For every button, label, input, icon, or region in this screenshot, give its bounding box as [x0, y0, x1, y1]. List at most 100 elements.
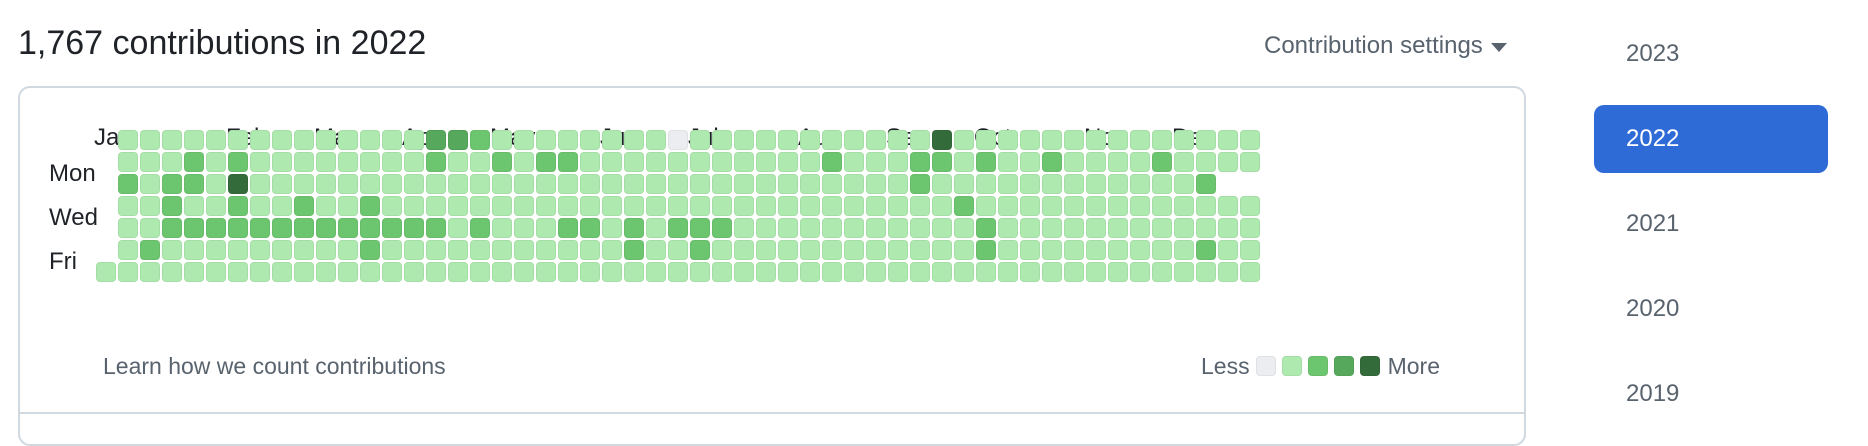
contribution-day-cell[interactable] — [1196, 262, 1216, 282]
contribution-day-cell[interactable] — [580, 262, 600, 282]
contribution-day-cell[interactable] — [338, 196, 358, 216]
contribution-day-cell[interactable] — [96, 262, 116, 282]
contribution-day-cell[interactable] — [470, 152, 490, 172]
contribution-day-cell[interactable] — [668, 262, 688, 282]
contribution-day-cell[interactable] — [1130, 262, 1150, 282]
contribution-day-cell[interactable] — [712, 152, 732, 172]
contribution-day-cell[interactable] — [404, 196, 424, 216]
year-2020[interactable]: 2020 — [1626, 295, 1680, 322]
contribution-day-cell[interactable] — [206, 196, 226, 216]
contribution-day-cell[interactable] — [184, 262, 204, 282]
contribution-day-cell[interactable] — [404, 152, 424, 172]
contribution-day-cell[interactable] — [888, 196, 908, 216]
contribution-day-cell[interactable] — [976, 130, 996, 150]
contribution-day-cell[interactable] — [140, 240, 160, 260]
contribution-day-cell[interactable] — [1240, 130, 1260, 150]
contribution-day-cell[interactable] — [1042, 152, 1062, 172]
contribution-day-cell[interactable] — [1086, 196, 1106, 216]
contribution-day-cell[interactable] — [1108, 196, 1128, 216]
contribution-day-cell[interactable] — [118, 130, 138, 150]
contribution-day-cell[interactable] — [866, 130, 886, 150]
contribution-day-cell[interactable] — [1064, 218, 1084, 238]
contribution-day-cell[interactable] — [1240, 152, 1260, 172]
contribution-day-cell[interactable] — [800, 174, 820, 194]
contribution-day-cell[interactable] — [844, 196, 864, 216]
contribution-day-cell[interactable] — [580, 152, 600, 172]
contribution-day-cell[interactable] — [954, 240, 974, 260]
contribution-day-cell[interactable] — [778, 174, 798, 194]
contribution-day-cell[interactable] — [734, 240, 754, 260]
contribution-day-cell[interactable] — [998, 196, 1018, 216]
contribution-day-cell[interactable] — [690, 196, 710, 216]
contribution-day-cell[interactable] — [932, 152, 952, 172]
contribution-day-cell[interactable] — [162, 130, 182, 150]
contribution-day-cell[interactable] — [360, 196, 380, 216]
contribution-day-cell[interactable] — [1130, 152, 1150, 172]
contribution-day-cell[interactable] — [624, 196, 644, 216]
learn-how-we-count-link[interactable]: Learn how we count contributions — [103, 353, 446, 379]
contribution-day-cell[interactable] — [866, 262, 886, 282]
contribution-day-cell[interactable] — [360, 218, 380, 238]
contribution-day-cell[interactable] — [866, 218, 886, 238]
contribution-day-cell[interactable] — [426, 240, 446, 260]
contribution-day-cell[interactable] — [558, 240, 578, 260]
contribution-day-cell[interactable] — [690, 262, 710, 282]
contribution-day-cell[interactable] — [1196, 218, 1216, 238]
contribution-day-cell[interactable] — [382, 196, 402, 216]
contribution-day-cell[interactable] — [294, 196, 314, 216]
contribution-day-cell[interactable] — [646, 174, 666, 194]
contribution-day-cell[interactable] — [1130, 196, 1150, 216]
contribution-day-cell[interactable] — [492, 262, 512, 282]
contribution-day-cell[interactable] — [910, 240, 930, 260]
contribution-day-cell[interactable] — [976, 152, 996, 172]
contribution-day-cell[interactable] — [206, 152, 226, 172]
contribution-day-cell[interactable] — [448, 152, 468, 172]
contribution-day-cell[interactable] — [712, 240, 732, 260]
contribution-day-cell[interactable] — [734, 218, 754, 238]
contribution-day-cell[interactable] — [910, 174, 930, 194]
contribution-day-cell[interactable] — [822, 262, 842, 282]
contribution-day-cell[interactable] — [1042, 240, 1062, 260]
contribution-day-cell[interactable] — [294, 174, 314, 194]
contribution-day-cell[interactable] — [536, 218, 556, 238]
contribution-day-cell[interactable] — [822, 174, 842, 194]
contribution-day-cell[interactable] — [844, 262, 864, 282]
contribution-day-cell[interactable] — [162, 262, 182, 282]
contribution-day-cell[interactable] — [492, 196, 512, 216]
contribution-day-cell[interactable] — [316, 240, 336, 260]
contribution-day-cell[interactable] — [1174, 196, 1194, 216]
contribution-day-cell[interactable] — [734, 152, 754, 172]
contribution-day-cell[interactable] — [382, 130, 402, 150]
contribution-day-cell[interactable] — [162, 174, 182, 194]
contribution-day-cell[interactable] — [624, 152, 644, 172]
contribution-day-cell[interactable] — [228, 130, 248, 150]
contribution-day-cell[interactable] — [1240, 240, 1260, 260]
contribution-day-cell[interactable] — [712, 262, 732, 282]
contribution-day-cell[interactable] — [118, 262, 138, 282]
contribution-day-cell[interactable] — [602, 262, 622, 282]
contribution-day-cell[interactable] — [492, 174, 512, 194]
contribution-day-cell[interactable] — [558, 196, 578, 216]
contribution-day-cell[interactable] — [1108, 130, 1128, 150]
contribution-day-cell[interactable] — [756, 262, 776, 282]
contribution-day-cell[interactable] — [888, 218, 908, 238]
contribution-day-cell[interactable] — [1240, 262, 1260, 282]
contribution-day-cell[interactable] — [1196, 240, 1216, 260]
contribution-day-cell[interactable] — [822, 130, 842, 150]
contribution-day-cell[interactable] — [426, 130, 446, 150]
contribution-day-cell[interactable] — [910, 130, 930, 150]
contribution-day-cell[interactable] — [1196, 152, 1216, 172]
contribution-day-cell[interactable] — [602, 174, 622, 194]
contribution-day-cell[interactable] — [426, 174, 446, 194]
contribution-day-cell[interactable] — [844, 152, 864, 172]
contribution-day-cell[interactable] — [778, 218, 798, 238]
contribution-day-cell[interactable] — [624, 218, 644, 238]
contribution-day-cell[interactable] — [910, 152, 930, 172]
contribution-day-cell[interactable] — [448, 174, 468, 194]
contribution-day-cell[interactable] — [954, 130, 974, 150]
contribution-day-cell[interactable] — [426, 152, 446, 172]
contribution-day-cell[interactable] — [690, 152, 710, 172]
contribution-day-cell[interactable] — [1130, 130, 1150, 150]
contribution-day-cell[interactable] — [558, 174, 578, 194]
contribution-day-cell[interactable] — [448, 130, 468, 150]
